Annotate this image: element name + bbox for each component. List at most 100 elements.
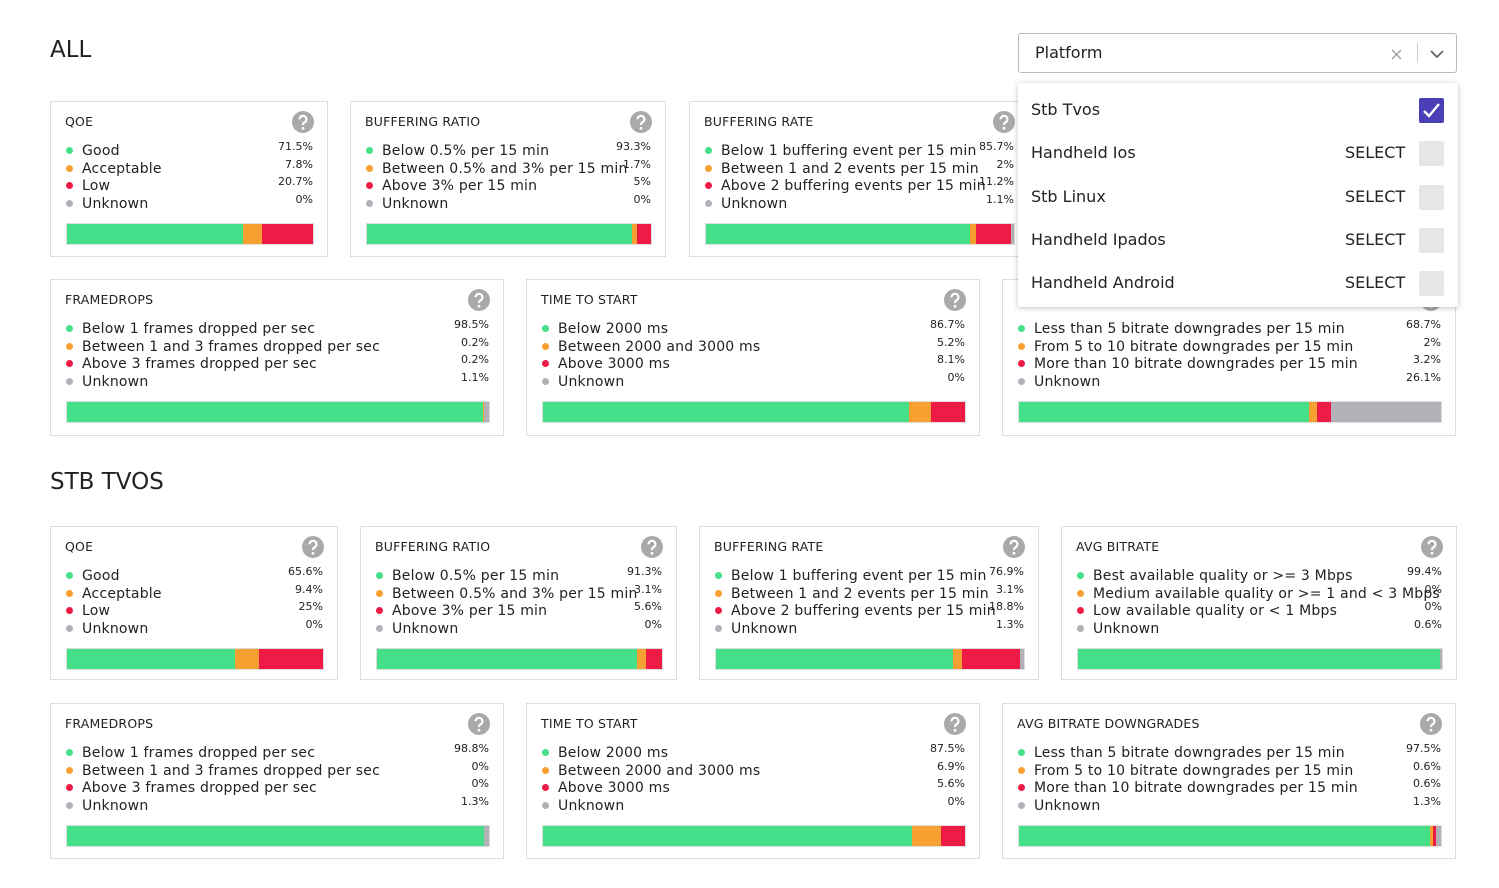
help-icon[interactable]	[291, 110, 315, 134]
card-title: FRAMEDROPS	[65, 292, 154, 307]
item-value: 25%	[298, 600, 323, 613]
bar-segment	[1010, 224, 1014, 244]
bar-segment	[483, 826, 489, 846]
metric-card: AVG BITRATE DOWNGRADES Less than 5 bitrat…	[1002, 703, 1456, 859]
legend-dot	[66, 625, 73, 632]
help-icon[interactable]	[467, 288, 491, 312]
menu-option[interactable]: Handheld Ipados SELECT	[1018, 219, 1458, 262]
metric-card: BUFFERING RATIO Below 0.5% per 15 min 91.3…	[360, 526, 677, 680]
bar-segment	[706, 224, 970, 244]
legend-dot	[1018, 325, 1025, 332]
item-value: 97.5%	[1406, 742, 1441, 755]
checkbox[interactable]	[1419, 184, 1444, 210]
item-value: 0%	[305, 618, 323, 631]
item-value: 3.1%	[996, 583, 1024, 596]
help-icon[interactable]	[1420, 535, 1444, 559]
item-label: Good	[82, 143, 120, 159]
help-icon[interactable]	[467, 712, 491, 736]
item-label: Low	[82, 603, 111, 619]
item-label: Between 0.5% and 3% per 15 min	[382, 161, 628, 177]
item-value: 0%	[471, 777, 489, 790]
checkbox[interactable]	[1419, 227, 1444, 253]
clear-icon[interactable]	[1389, 46, 1405, 62]
help-icon[interactable]	[992, 110, 1016, 134]
item-value: 91.3%	[627, 565, 662, 578]
item-label: Less than 5 bitrate downgrades per 15 mi…	[1034, 745, 1345, 761]
legend-dot	[66, 767, 73, 774]
help-icon[interactable]	[629, 110, 653, 134]
item-value: 0%	[633, 193, 651, 206]
help-icon[interactable]	[943, 712, 967, 736]
bar-segment	[976, 224, 1011, 244]
help-icon[interactable]	[943, 288, 967, 312]
legend-dot	[376, 572, 383, 579]
legend-dot	[66, 607, 73, 614]
bar-segment	[952, 649, 963, 669]
item-label: Above 3 frames dropped per sec	[82, 356, 317, 372]
help-icon[interactable]	[1419, 712, 1443, 736]
item-label: Unknown	[558, 374, 625, 390]
legend-dot	[542, 378, 549, 385]
legend-dot	[1018, 784, 1025, 791]
item-label: Below 1 frames dropped per sec	[82, 321, 316, 337]
legend-dot	[715, 625, 722, 632]
help-icon[interactable]	[640, 535, 664, 559]
item-label: From 5 to 10 bitrate downgrades per 15 m…	[1034, 763, 1354, 779]
metric-card: QOE Good 71.5% Acceptable 7.8% Low 20.7% Unknow…	[50, 101, 328, 257]
item-label: More than 10 bitrate downgrades per 15 m…	[1034, 780, 1358, 796]
item-value: 76.9%	[989, 565, 1024, 578]
item-label: Between 1 and 2 events per 15 min	[721, 161, 979, 177]
item-label: Below 0.5% per 15 min	[382, 143, 550, 159]
legend-dot	[715, 607, 722, 614]
stacked-bar	[715, 648, 1025, 670]
card-title: QOE	[65, 539, 94, 554]
bar-segment	[1317, 402, 1331, 422]
legend-dot	[376, 625, 383, 632]
checkbox[interactable]	[1419, 98, 1444, 123]
item-value: 0.6%	[1413, 777, 1441, 790]
item-label: Below 2000 ms	[558, 745, 669, 761]
bar-segment	[258, 649, 323, 669]
bar-segment	[482, 402, 484, 422]
checkbox[interactable]	[1419, 271, 1444, 297]
option-label: Stb Linux	[1031, 186, 1106, 206]
option-label: Stb Tvos	[1031, 100, 1101, 119]
legend-dot	[1018, 767, 1025, 774]
item-label: Below 0.5% per 15 min	[392, 568, 560, 584]
metric-card: BUFFERING RATIO Below 0.5% per 15 min 93.3…	[350, 101, 666, 257]
platform-select[interactable]: Platform	[1018, 33, 1457, 73]
legend-dot	[542, 802, 549, 809]
item-value: 87.5%	[930, 742, 965, 755]
item-label: Unknown	[1034, 798, 1101, 814]
item-label: Unknown	[82, 798, 149, 814]
item-label: Unknown	[558, 798, 625, 814]
checkbox[interactable]	[1419, 141, 1444, 167]
item-value: 93.3%	[616, 140, 651, 153]
item-label: Unknown	[721, 196, 788, 212]
item-value: 5.6%	[634, 600, 662, 613]
card-title: FRAMEDROPS	[65, 716, 154, 731]
help-icon[interactable]	[301, 535, 325, 559]
card-title: QOE	[65, 114, 94, 129]
menu-option[interactable]: Stb Linux SELECT	[1018, 176, 1458, 219]
bar-segment	[1439, 649, 1442, 669]
menu-option[interactable]: Stb Tvos	[1018, 89, 1458, 132]
chevron-icon[interactable]	[1428, 46, 1446, 62]
item-value: 0.6%	[1413, 760, 1441, 773]
menu-option[interactable]: Handheld Android SELECT	[1018, 262, 1458, 305]
help-icon[interactable]	[1002, 535, 1026, 559]
card-title: BUFFERING RATIO	[375, 539, 491, 554]
stacked-bar	[366, 223, 652, 245]
legend-dot	[66, 165, 73, 172]
item-value: 11.2%	[979, 175, 1014, 188]
menu-option[interactable]: Handheld Ios SELECT	[1018, 132, 1458, 175]
legend-dot	[66, 360, 73, 367]
legend-dot	[366, 147, 373, 154]
item-label: Above 3% per 15 min	[392, 603, 548, 619]
item-value: 1.3%	[1413, 795, 1441, 808]
card-title: AVG BITRATE	[1076, 539, 1160, 554]
check-icon	[1423, 103, 1440, 118]
item-label: Unknown	[731, 621, 798, 637]
card-title: BUFFERING RATIO	[365, 114, 481, 129]
bar-segment	[1308, 402, 1318, 422]
